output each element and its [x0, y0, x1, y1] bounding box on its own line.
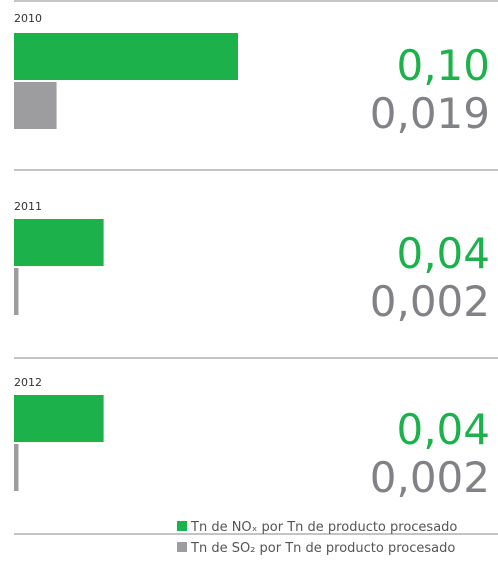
bar: [14, 33, 238, 80]
bar: [14, 395, 104, 442]
year-label: 2012: [14, 376, 42, 389]
legend-label: Tn de NOₓ por Tn de producto procesado: [190, 520, 457, 535]
value-label: 0,04: [396, 229, 490, 278]
legend-label: Tn de SO₂ por Tn de producto procesado: [190, 541, 455, 556]
bar: [14, 219, 104, 266]
value-label: 0,002: [370, 277, 490, 326]
value-label: 0,04: [396, 405, 490, 454]
value-label: 0,002: [370, 453, 490, 502]
bar: [14, 444, 19, 491]
bar: [14, 268, 19, 315]
bar: [14, 82, 57, 129]
legend-swatch: [177, 542, 187, 552]
year-label: 2011: [14, 200, 42, 213]
legend-swatch: [177, 521, 187, 531]
value-label: 0,019: [370, 89, 490, 138]
year-label: 2010: [14, 12, 42, 25]
value-label: 0,10: [396, 41, 490, 90]
